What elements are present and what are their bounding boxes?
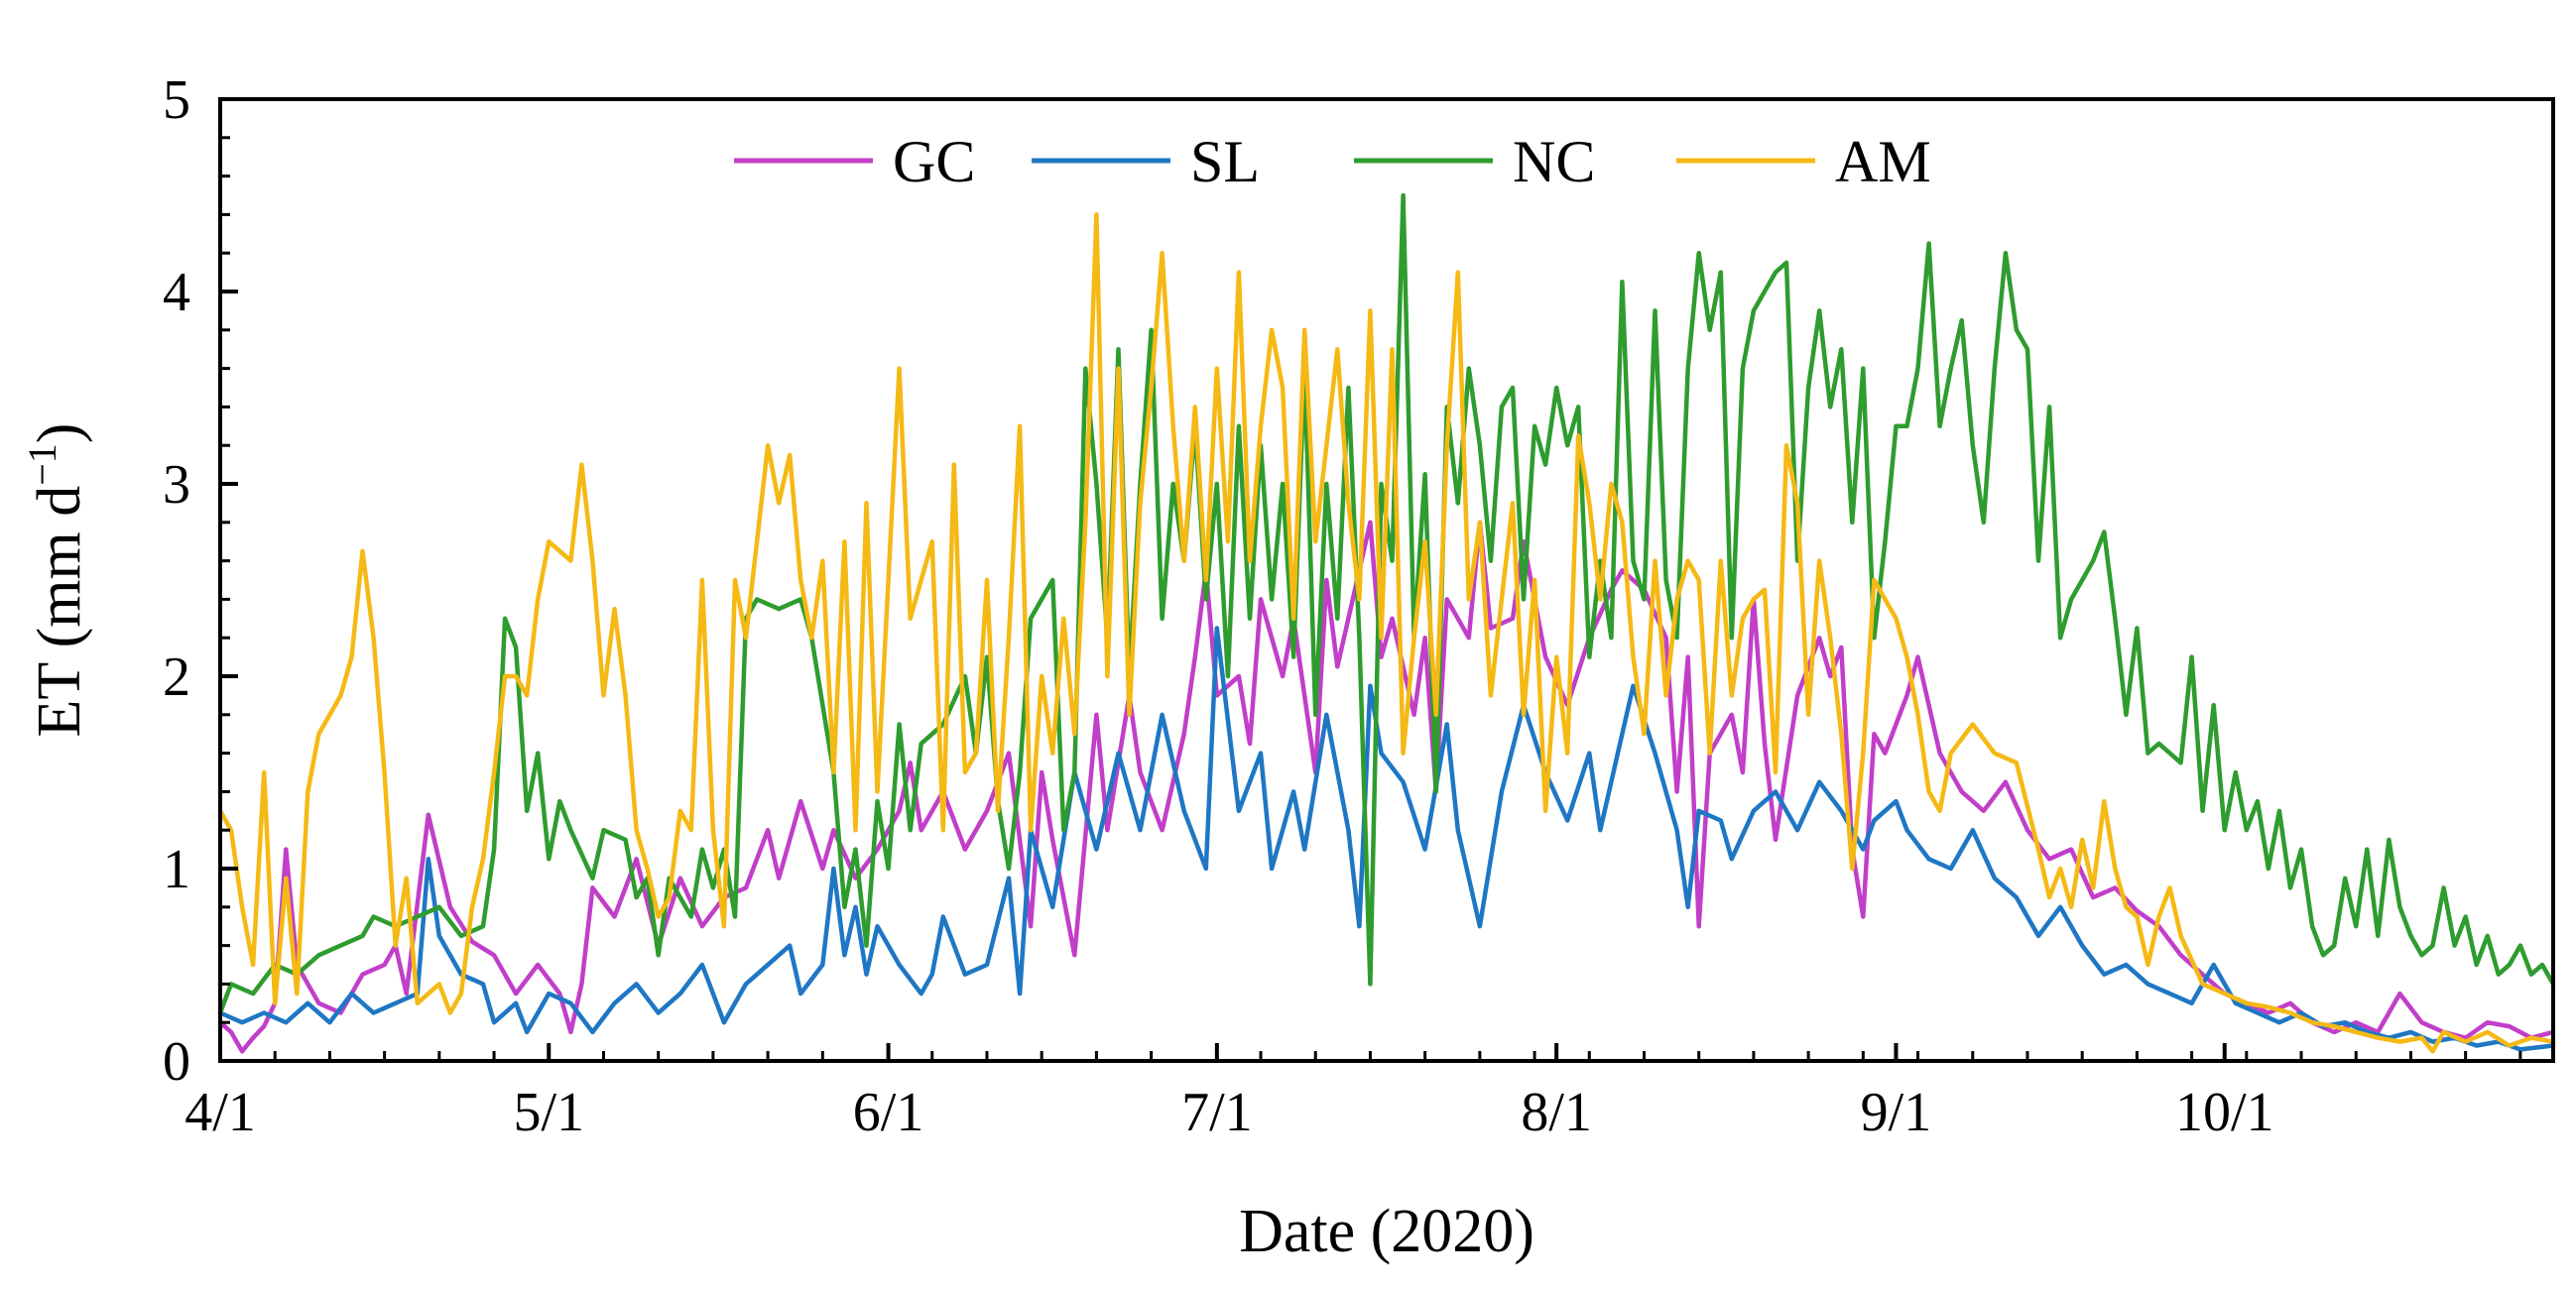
plot-frame (218, 97, 2555, 1063)
x-tick-label: 9/1 (1861, 1082, 1932, 1143)
x-tick-label: 10/1 (2175, 1082, 2274, 1143)
legend-label-nc: NC (1513, 129, 1595, 194)
y-tick-label: 2 (163, 646, 190, 708)
x-tick-label: 6/1 (853, 1082, 924, 1143)
legend-label-sl: SL (1190, 129, 1260, 194)
x-tick-label: 7/1 (1181, 1082, 1253, 1143)
legend-label-gc: GC (893, 129, 975, 194)
y-tick-label: 0 (163, 1031, 190, 1093)
x-tick-label: 8/1 (1521, 1082, 1592, 1143)
series-line-am (217, 212, 2556, 1054)
tick-layer: 0 1 2 3 4 5 4/1 5/1 6/1 7/1 8/1 9/1 10/1 (163, 69, 2522, 1143)
x-tick-label: 5/1 (513, 1082, 584, 1143)
series-line-sl (217, 626, 2556, 1052)
y-tick-label: 3 (163, 454, 190, 516)
y-axis-title-close: ) (26, 423, 93, 444)
legend: GC SL NC AM (734, 129, 1931, 194)
series-line-nc (217, 192, 2556, 1015)
y-axis-title: ET (mm d−1) (20, 423, 93, 738)
y-tick-label: 4 (163, 262, 190, 323)
series-layer (217, 192, 2556, 1054)
y-tick-label: 5 (163, 69, 190, 131)
x-tick-label: 4/1 (184, 1082, 256, 1143)
y-tick-label: 1 (163, 839, 190, 900)
y-axis-title-sup: −1 (20, 443, 64, 486)
legend-label-am: AM (1835, 129, 1931, 194)
x-axis-title: Date (2020) (1239, 1198, 1534, 1265)
y-axis-title-main: ET (mm d (26, 486, 93, 738)
